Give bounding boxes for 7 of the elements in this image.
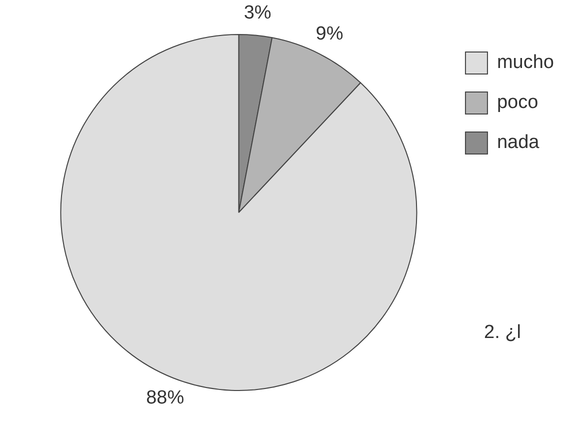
legend-label: mucho	[496, 52, 554, 74]
data-label: 3%	[244, 2, 272, 24]
text: 2. ¿l	[484, 322, 521, 344]
data-label: 9%	[316, 24, 344, 45]
legend-label: nada	[496, 132, 540, 154]
legend-label: poco	[496, 92, 538, 114]
data-label: 88%	[146, 388, 184, 409]
